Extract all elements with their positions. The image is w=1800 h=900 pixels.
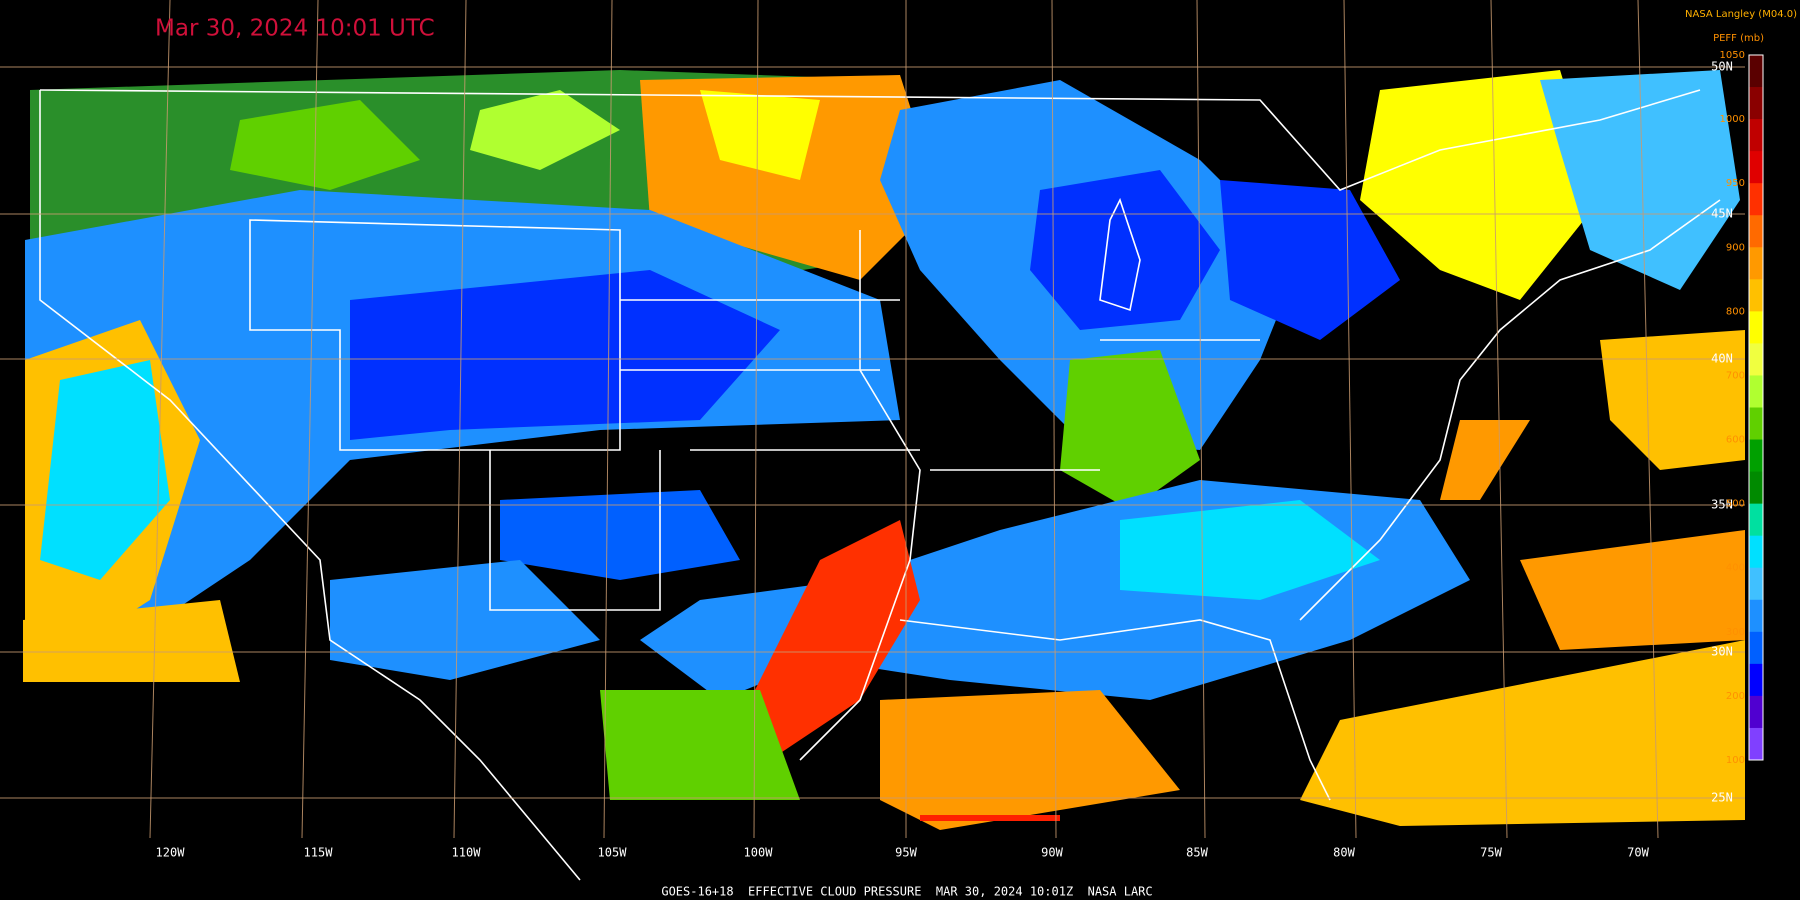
map-title: Mar 30, 2024 10:01 UTC: [155, 16, 435, 42]
colorbar-segment: [1749, 727, 1763, 761]
meridian: [1343, 0, 1357, 839]
longitude-label: 80W: [1333, 846, 1355, 860]
colorbar-segment: [1749, 663, 1763, 697]
longitude-label: 100W: [744, 846, 774, 860]
meridian: [1637, 0, 1659, 839]
colorbar-segment: [1749, 343, 1763, 376]
colorbar-segment: [1749, 631, 1763, 665]
colorbar-segment: [1749, 503, 1763, 537]
longitude-label: 95W: [895, 846, 917, 860]
colorbar-tick-label: 1050: [1720, 50, 1745, 61]
colorbar-tick-label: 500: [1726, 499, 1745, 510]
longitude-label: 110W: [452, 846, 482, 860]
meridian: [1490, 0, 1508, 839]
colorbar-tick-label: 300: [1726, 627, 1745, 638]
footer: GOES-16+18 EFFECTIVE CLOUD PRESSURE MAR …: [661, 885, 1152, 899]
colorbar-tick-label: 900: [1726, 242, 1745, 253]
colorbar-segment: [1749, 439, 1763, 473]
colorbar-tick-label: 200: [1726, 691, 1745, 702]
colorbar-segment: [1749, 535, 1763, 569]
lat-lon-grid: 120W 115W 110W 105W 100W 95W 90W 85W 80W 75W 70W 50…: [0, 0, 1745, 860]
longitude-label: 120W: [156, 846, 186, 860]
colorbar-tick-label: 800: [1726, 306, 1745, 317]
colorbar-tick-label: 600: [1726, 435, 1745, 446]
colorbar-segment: [1749, 375, 1763, 408]
colorbar-segment: [1749, 87, 1763, 120]
longitude-label: 90W: [1041, 846, 1063, 860]
longitude-label: 115W: [304, 846, 334, 860]
colorbar: 1050 1000 950 900 800 700 600 500 400 300 200 100: [1720, 50, 1764, 766]
longitude-label: 105W: [598, 846, 628, 860]
colorbar-segment: [1749, 407, 1763, 441]
meridian: [149, 0, 171, 839]
latitude-label: 45N: [1711, 207, 1733, 221]
colorbar-segment: [1749, 471, 1763, 505]
latitude-label: 35N: [1711, 498, 1733, 512]
colorbar-tick-label: 950: [1726, 178, 1745, 189]
latitude-label: 25N: [1711, 791, 1733, 805]
longitude-label: 85W: [1186, 846, 1208, 860]
credit: NASA Langley (M04.0): [1685, 9, 1797, 20]
colorbar-frame: [1748, 54, 1764, 761]
colorbar-segment: [1749, 567, 1763, 601]
colorbar-tick-label: 400: [1726, 563, 1745, 574]
meridian: [1196, 0, 1206, 839]
latitude-label: 30N: [1711, 645, 1733, 659]
boundaries: [39, 89, 1721, 881]
colorbar-segment: [1749, 599, 1763, 633]
colorbar-title: PEFF (mb): [1713, 33, 1764, 44]
colorbar-segment: [1749, 695, 1763, 729]
meridian: [753, 0, 759, 839]
cloud-field: [23, 69, 1745, 830]
colorbar-tick-label: 700: [1726, 370, 1745, 381]
colorbar-segment: [1749, 215, 1763, 248]
meridian: [453, 0, 467, 839]
colorbar-tick-label: 1000: [1720, 114, 1745, 125]
colorbar-segment: [1749, 247, 1763, 280]
colorbar-segment: [1749, 151, 1763, 184]
meridian: [1051, 0, 1057, 839]
latitude-label: 50N: [1711, 60, 1733, 74]
colorbar-segment: [1749, 55, 1763, 88]
colorbar-segment: [1749, 119, 1763, 152]
colorbar-segment: [1749, 311, 1763, 344]
meridian: [301, 0, 319, 839]
colorbar-tick-label: 100: [1726, 755, 1745, 766]
meridian: [603, 0, 613, 839]
colorbar-segment: [1749, 279, 1763, 312]
longitude-label: 75W: [1480, 846, 1502, 860]
colorbar-segment: [1749, 183, 1763, 216]
longitude-label: 70W: [1627, 846, 1649, 860]
latitude-label: 40N: [1711, 352, 1733, 366]
